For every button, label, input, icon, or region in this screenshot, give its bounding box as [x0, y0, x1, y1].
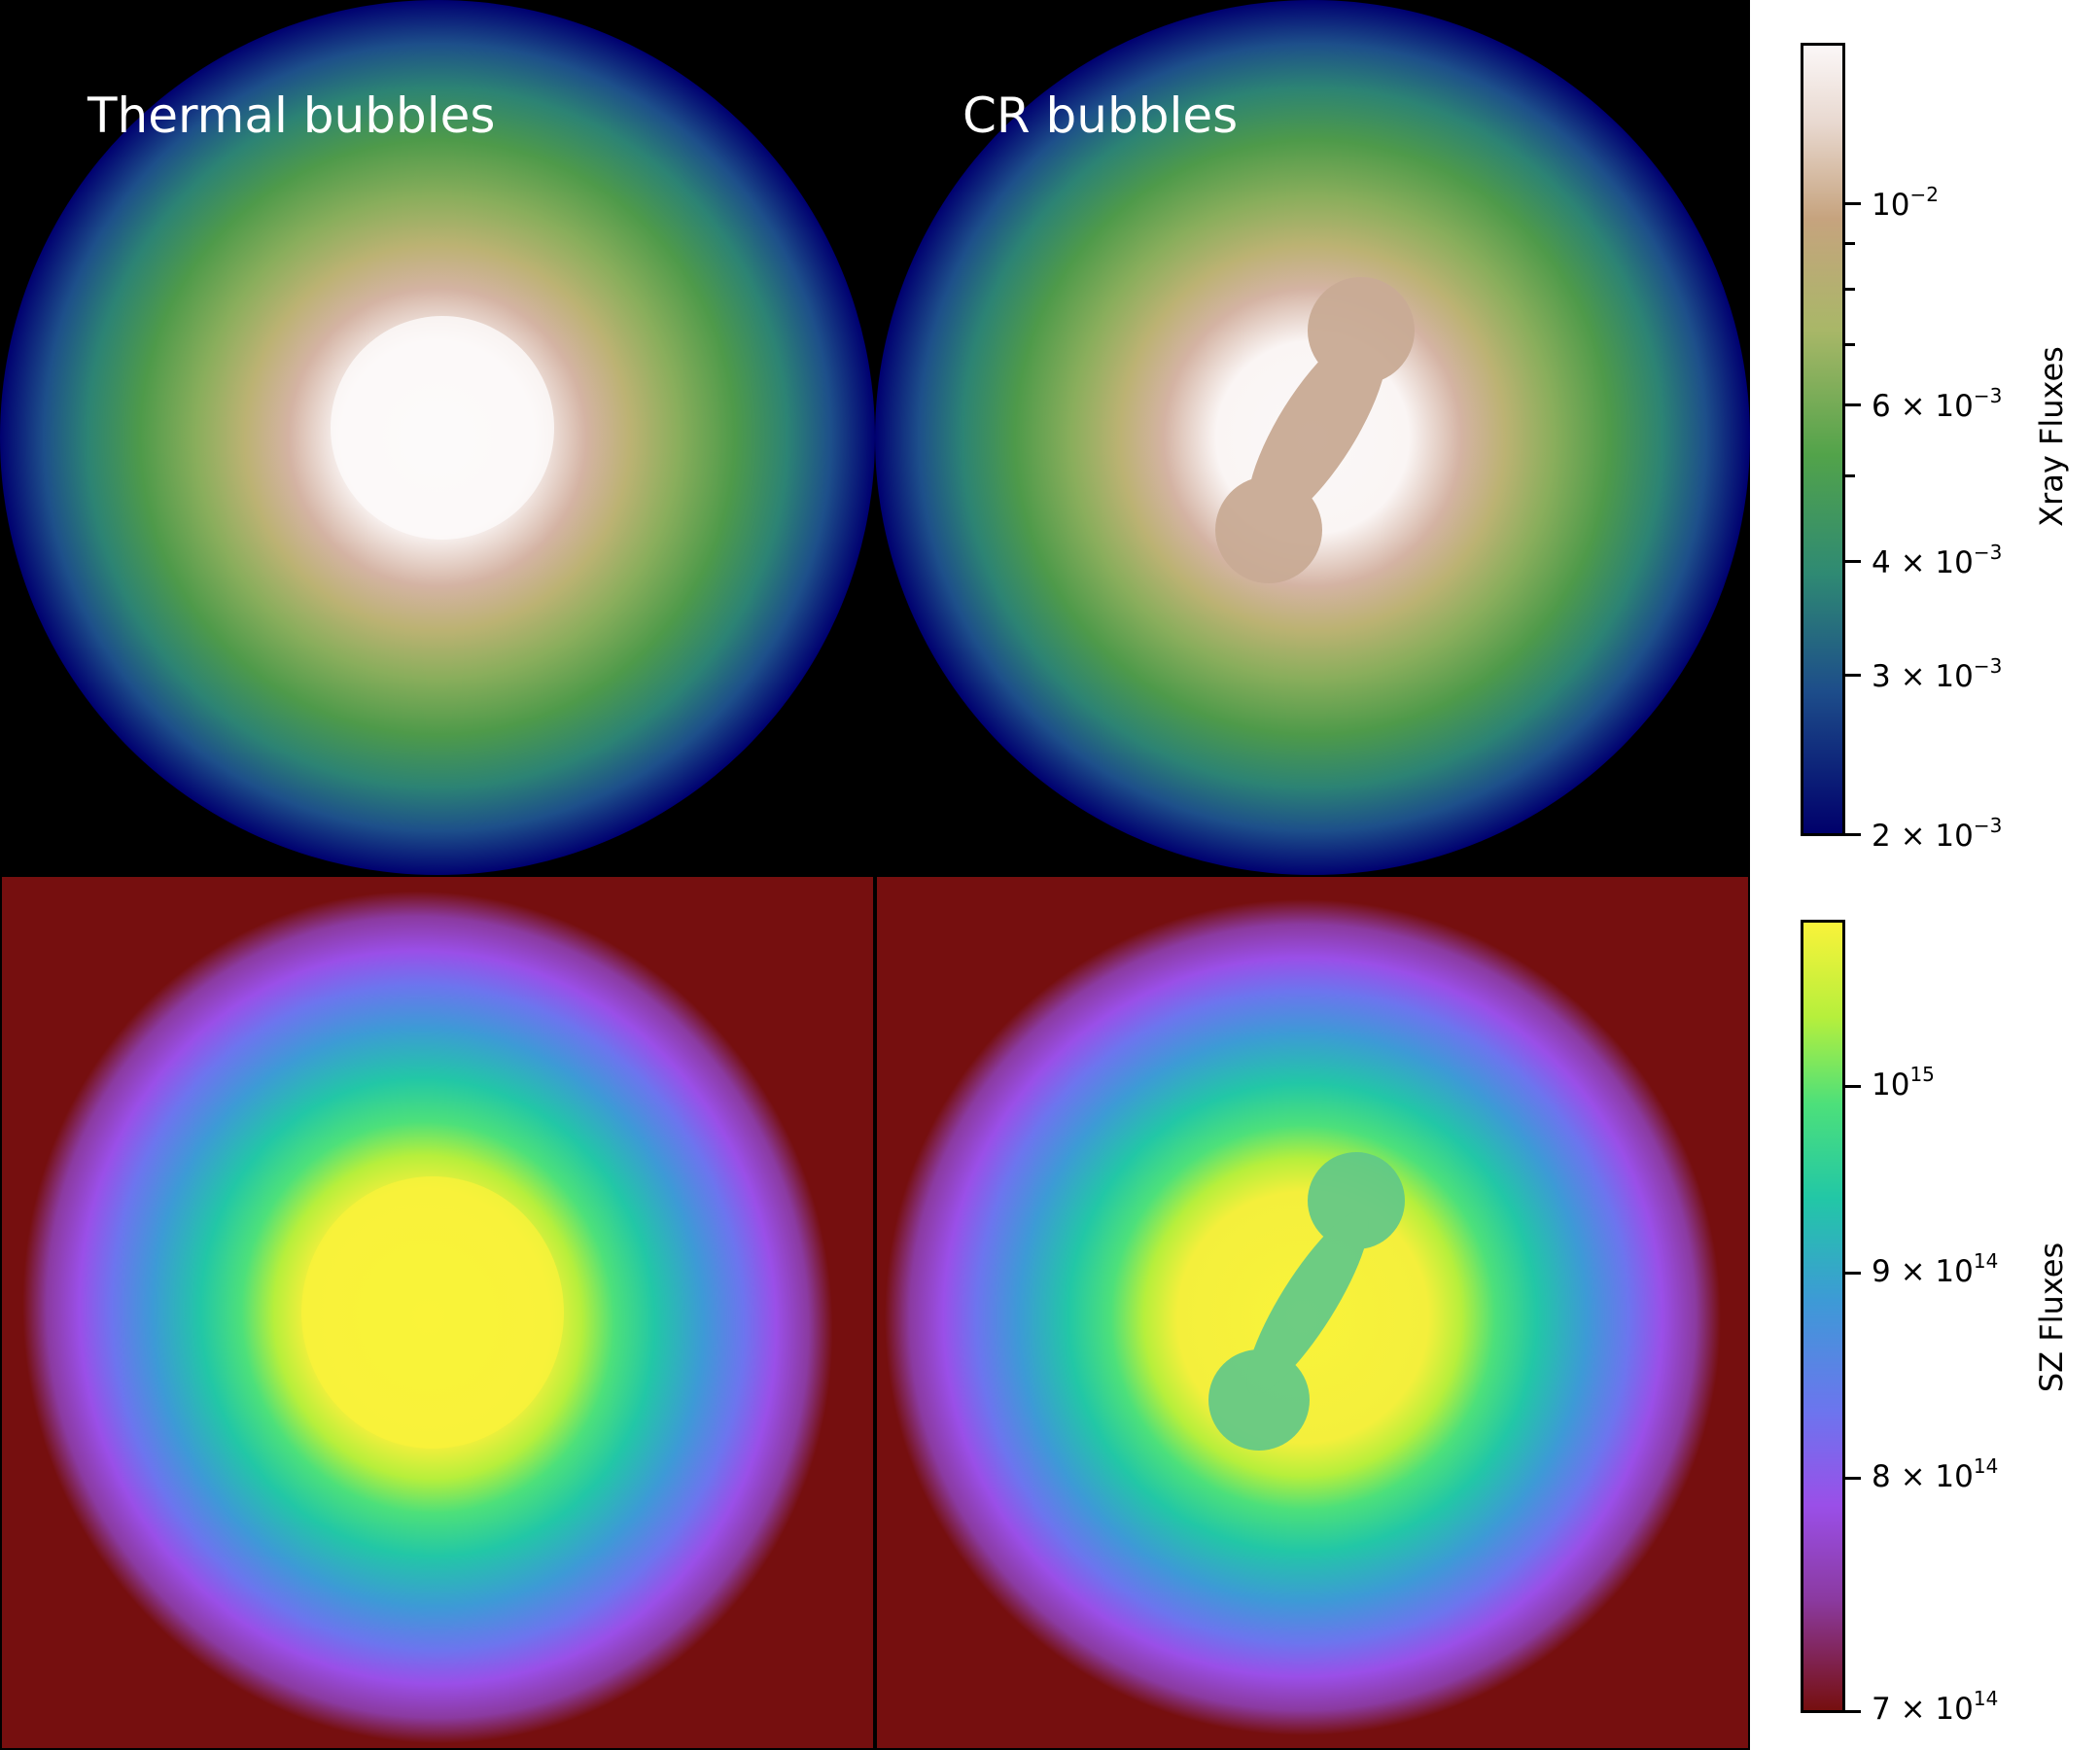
xray-ticklabel-3: 3 × 10−3 [1872, 653, 2003, 695]
thermal-bubbles-label: Thermal bubbles [88, 88, 496, 144]
xray-minor-tick [1845, 288, 1855, 291]
xray-tick-1e-2 [1845, 202, 1861, 205]
xray-colorbar [1801, 43, 1845, 836]
xray-ticklabel-1: 6 × 10−3 [1872, 383, 2003, 425]
sz-ticklabel-3: 7 × 1014 [1872, 1686, 1999, 1728]
xray-minor-tick [1845, 242, 1855, 245]
sz-thermal-core [301, 1176, 564, 1449]
xray-ticklabel-2: 4 × 10−3 [1872, 540, 2003, 581]
cr-bubbles-label: CR bubbles [962, 88, 1239, 144]
xray-ticklabel-0: 10−2 [1872, 182, 1939, 224]
sz-colorbar-title: SZ Fluxes [2033, 1242, 2070, 1393]
sz-thermal-panel [0, 875, 875, 1750]
xray-minor-tick [1845, 343, 1855, 346]
xray-colorbar-title: Xray Fluxes [2033, 346, 2070, 527]
sz-ticklabel-1: 9 × 1014 [1872, 1248, 1999, 1290]
sz-tick-9e14 [1845, 1272, 1861, 1275]
sz-tick-7e14 [1845, 1710, 1861, 1713]
sz-cr-panel [875, 875, 1750, 1750]
xray-tick-3e-3 [1845, 674, 1861, 677]
xray-cr-panel: CR bubbles [875, 0, 1750, 875]
sz-ticklabel-2: 8 × 1014 [1872, 1453, 1999, 1495]
cr-bubbles-sz [1208, 1152, 1405, 1451]
cr-bubbles-xray [1215, 277, 1415, 583]
xray-thermal-panel: Thermal bubbles [0, 0, 875, 875]
xray-minor-tick [1845, 474, 1855, 477]
sz-ticklabel-0: 1015 [1872, 1062, 1935, 1103]
sz-tick-1e15 [1845, 1085, 1861, 1088]
xray-tick-4e-3 [1845, 560, 1861, 563]
sz-tick-8e14 [1845, 1477, 1861, 1480]
thermal-core [331, 316, 554, 540]
xray-tick-6e-3 [1845, 403, 1861, 406]
xray-ticklabel-4: 2 × 10−3 [1872, 813, 2003, 855]
sz-colorbar [1801, 920, 1845, 1713]
xray-tick-2e-3 [1845, 833, 1861, 836]
